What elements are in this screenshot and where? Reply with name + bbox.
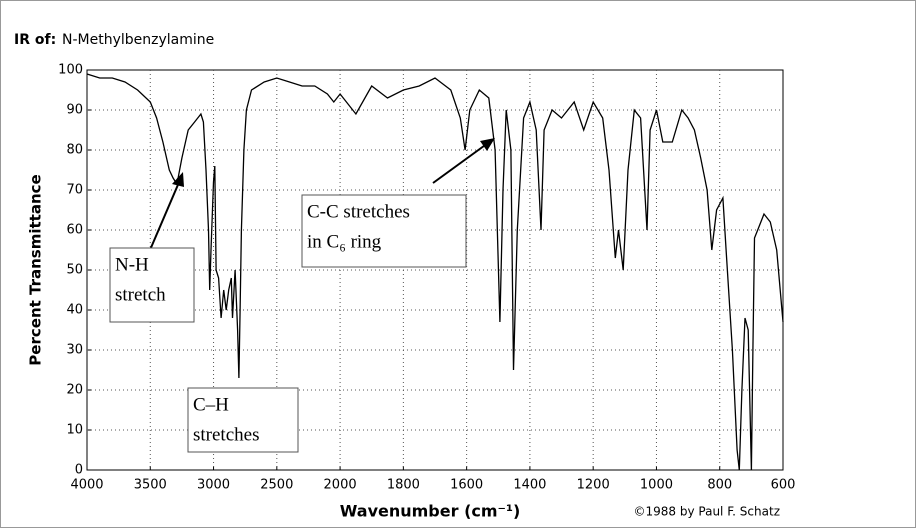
spectrum-line xyxy=(86,73,784,471)
title-prefix: IR of: xyxy=(14,32,56,48)
arrowhead xyxy=(172,172,184,187)
arrowhead xyxy=(480,138,495,151)
annotation-box xyxy=(187,387,299,453)
y-tick-label: 90 xyxy=(66,103,83,118)
annotation-text: stretch xyxy=(115,284,166,305)
annotation-text: in C₆ ring xyxy=(307,231,382,252)
annotation-text: N-H xyxy=(115,254,149,275)
annotation-box xyxy=(109,247,195,323)
y-tick-label: 60 xyxy=(66,223,83,238)
y-axis-label: Percent Transmittance xyxy=(27,174,45,365)
y-tick-label: 100 xyxy=(58,63,83,78)
arrow xyxy=(149,179,181,251)
x-tick-label: 3500 xyxy=(134,478,167,493)
x-tick-label: 600 xyxy=(771,478,796,493)
x-tick-label: 1800 xyxy=(387,478,420,493)
y-tick-label: 0 xyxy=(75,463,83,478)
x-tick-label: 4000 xyxy=(70,478,103,493)
x-tick-label: 1400 xyxy=(513,478,546,493)
x-tick-label: 1000 xyxy=(640,478,673,493)
y-tick-label: 40 xyxy=(66,303,83,318)
y-tick-label: 50 xyxy=(66,263,83,278)
x-tick-label: 2000 xyxy=(324,478,357,493)
annotation-text: stretches xyxy=(193,424,259,445)
x-axis-label: Wavenumber (cm⁻¹) xyxy=(340,502,521,521)
y-tick-label: 70 xyxy=(66,183,83,198)
y-tick-label: 80 xyxy=(66,143,83,158)
y-tick-label: 10 xyxy=(66,423,83,438)
x-tick-label: 1600 xyxy=(450,478,483,493)
annotations: N-H stretch C–H stretches C-C stretches in C₆… xyxy=(109,138,495,453)
annotation-box xyxy=(301,194,467,268)
annotation-text: C-C stretches xyxy=(307,201,410,222)
credit: ©1988 by Paul F. Schatz xyxy=(634,505,780,519)
chart-title: N-Methylbenzylamine xyxy=(62,32,214,48)
annotation-text: C–H xyxy=(193,394,229,415)
arrow xyxy=(432,142,489,184)
x-tick-label: 1200 xyxy=(577,478,610,493)
x-tick-label: 800 xyxy=(707,478,732,493)
x-tick-label: 3000 xyxy=(197,478,230,493)
x-tick-label: 2500 xyxy=(260,478,293,493)
y-tick-label: 20 xyxy=(66,383,83,398)
y-tick-label: 30 xyxy=(66,343,83,358)
